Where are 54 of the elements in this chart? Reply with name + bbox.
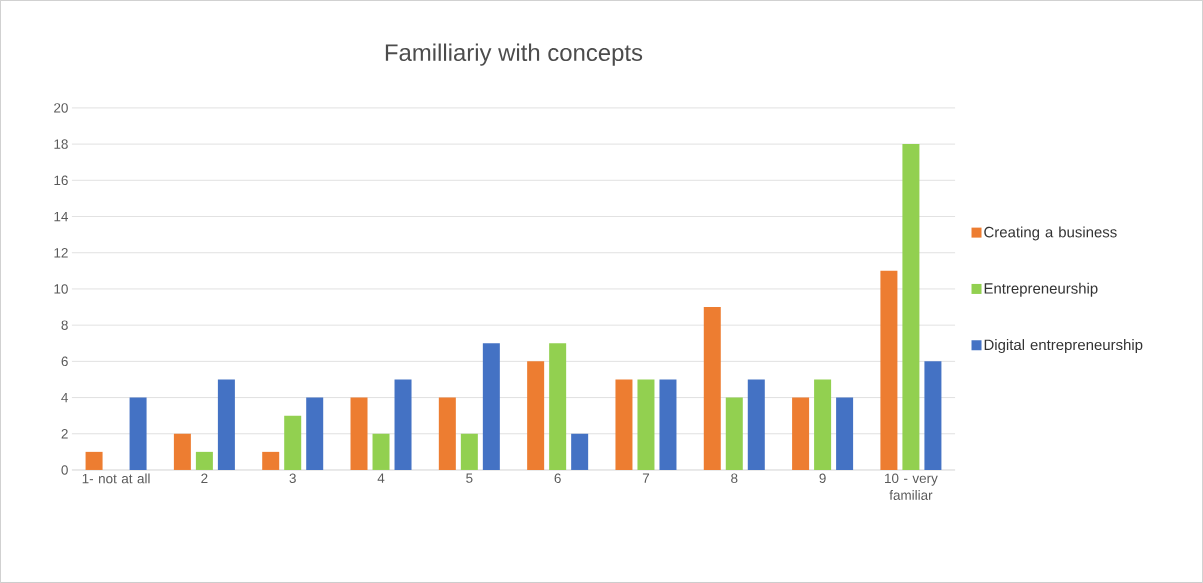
- y-tick-label: 20: [54, 103, 68, 113]
- x-tick-label: 8: [731, 473, 738, 484]
- bar: [659, 379, 677, 471]
- y-tick-label: 6: [61, 356, 68, 367]
- bar: [350, 397, 368, 471]
- legend-label: Creating a business: [984, 226, 1117, 241]
- bar: [217, 379, 235, 471]
- bar: [460, 433, 478, 471]
- x-tick-label: 9: [819, 473, 826, 484]
- bar: [615, 379, 633, 471]
- bar: [284, 415, 302, 471]
- y-tick-label: 10: [54, 284, 68, 294]
- x-tick-label: 2: [201, 473, 208, 483]
- bar: [836, 397, 854, 471]
- bar: [902, 144, 920, 471]
- bar: [703, 307, 721, 471]
- x-tick-label: 1- not at all: [82, 473, 150, 484]
- y-tick-label: 0: [61, 465, 68, 475]
- bar: [725, 397, 743, 471]
- x-tick-label: 5: [466, 473, 473, 483]
- bar: [195, 451, 213, 471]
- bar: [814, 379, 832, 471]
- bar: [372, 433, 390, 471]
- chart-title: Familliariy with concepts: [385, 43, 643, 66]
- bar: [394, 379, 412, 471]
- x-tick-label: 4: [377, 473, 385, 483]
- bar: [129, 397, 147, 471]
- bar: [85, 451, 103, 471]
- x-tick-label: 10 - very familiar: [885, 473, 938, 500]
- bar: [262, 451, 280, 471]
- x-tick-label: 6: [554, 473, 561, 484]
- bar: [792, 397, 810, 471]
- bar: [549, 343, 567, 471]
- bar: [747, 379, 765, 471]
- y-tick-label: 2: [61, 429, 68, 439]
- y-tick-label: 16: [54, 175, 68, 186]
- bar: [571, 433, 589, 471]
- y-tick-label: 18: [54, 139, 68, 149]
- y-tick-label: 8: [61, 320, 68, 330]
- bar: [527, 361, 545, 471]
- y-tick-label: 12: [54, 248, 68, 258]
- legend-label: Entrepreneurship: [984, 282, 1098, 297]
- legend-label: Digital entrepreneurship: [984, 339, 1143, 354]
- bar: [482, 343, 500, 471]
- bar: [438, 397, 456, 471]
- bar: [924, 361, 942, 471]
- bar: [637, 379, 655, 471]
- bar: [173, 433, 191, 471]
- y-tick-label: 4: [61, 392, 69, 403]
- y-tick-label: 14: [54, 211, 68, 222]
- bar: [306, 397, 324, 471]
- bar: [880, 270, 898, 471]
- x-tick-label: 3: [289, 473, 296, 484]
- x-tick-label: 7: [642, 473, 650, 483]
